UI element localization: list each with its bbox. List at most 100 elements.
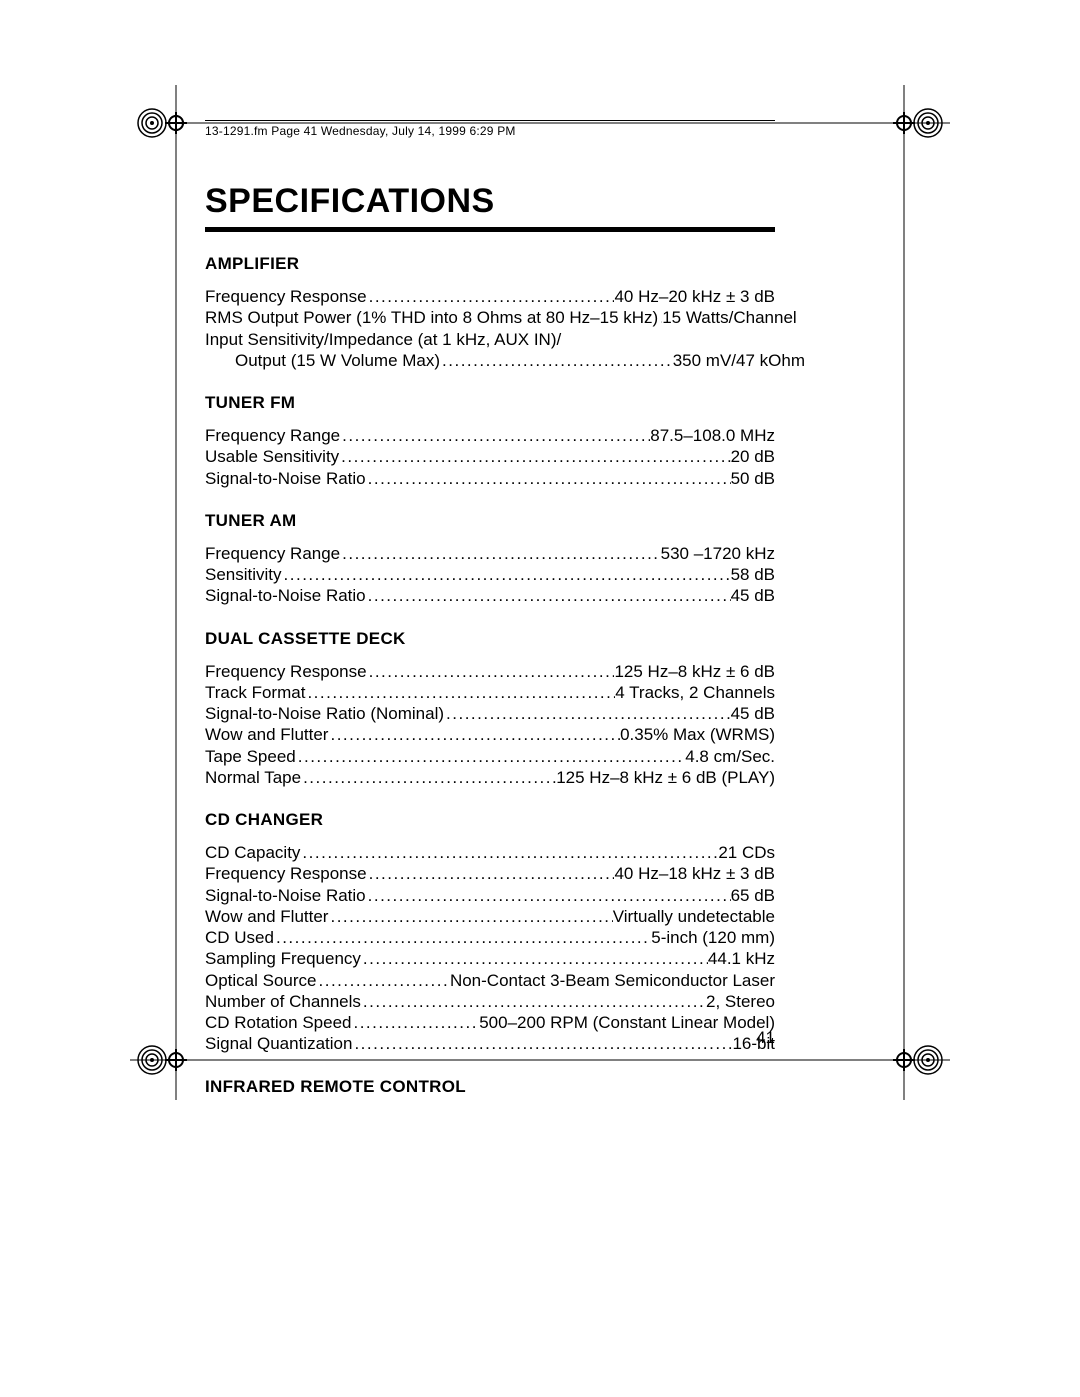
spec-line: CD Used 5-inch (120 mm)	[205, 927, 775, 948]
spec-label: Signal-to-Noise Ratio	[205, 885, 366, 906]
leader-dots	[366, 885, 731, 906]
spec-line: Sensitivity 58 dB	[205, 564, 775, 585]
leader-dots	[339, 446, 730, 467]
spec-label: Wow and Flutter	[205, 906, 328, 927]
spec-label: Sampling Frequency	[205, 948, 361, 969]
spec-label: Signal-to-Noise Ratio	[205, 468, 366, 489]
spec-block-cassette: Frequency Response 125 Hz–8 kHz ± 6 dB T…	[205, 661, 775, 789]
spec-label: Sensitivity	[205, 564, 282, 585]
spec-value: Virtually undetectable	[613, 906, 775, 927]
spec-value: 4.8 cm/Sec.	[685, 746, 775, 767]
spec-label: Track Format	[205, 682, 305, 703]
leader-dots	[301, 767, 556, 788]
spec-value: 125 Hz–8 kHz ± 6 dB (PLAY)	[556, 767, 775, 788]
spec-value: 45 dB	[731, 703, 775, 724]
leader-dots	[340, 425, 650, 446]
spec-block-tuner-am: Frequency Range 530 –1720 kHz Sensitivit…	[205, 543, 775, 607]
spec-label: CD Capacity	[205, 842, 300, 863]
spec-label: Number of Channels	[205, 991, 361, 1012]
spec-line: Signal-to-Noise Ratio 65 dB	[205, 885, 775, 906]
spec-line: Optical Source Non-Contact 3-Beam Semico…	[205, 970, 775, 991]
leader-dots	[351, 1012, 479, 1033]
spec-value: 5-inch (120 mm)	[651, 927, 775, 948]
spec-label: Input Sensitivity/Impedance (at 1 kHz, A…	[205, 329, 561, 350]
leader-dots	[367, 661, 615, 682]
leader-dots	[328, 724, 620, 745]
leader-dots	[367, 286, 615, 307]
leader-dots	[340, 543, 660, 564]
spec-label: Normal Tape	[205, 767, 301, 788]
leader-dots	[440, 350, 673, 371]
spec-line: Output (15 W Volume Max) 350 mV/47 kOhm	[205, 350, 805, 371]
page-number: 41	[756, 1028, 775, 1048]
page-title: SPECIFICATIONS	[205, 182, 775, 221]
section-heading-cd: CD CHANGER	[205, 810, 775, 830]
spec-label: Frequency Response	[205, 863, 367, 884]
spec-line: Frequency Response 40 Hz–20 kHz ± 3 dB	[205, 286, 775, 307]
spec-line: Input Sensitivity/Impedance (at 1 kHz, A…	[205, 329, 775, 350]
spec-line: Usable Sensitivity 20 dB	[205, 446, 775, 467]
spec-value: 44.1 kHz	[708, 948, 775, 969]
spec-label: CD Used	[205, 927, 274, 948]
leader-dots	[444, 703, 731, 724]
spec-value: 4 Tracks, 2 Channels	[615, 682, 775, 703]
spec-value: Non-Contact 3-Beam Semiconductor Laser	[450, 970, 775, 991]
leader-dots	[274, 927, 651, 948]
spec-label: Usable Sensitivity	[205, 446, 339, 467]
leader-dots	[367, 863, 615, 884]
spec-value: 65 dB	[731, 885, 775, 906]
leader-dots	[300, 842, 718, 863]
spec-value: 0.35% Max (WRMS)	[620, 724, 775, 745]
page: 13-1291.fm Page 41 Wednesday, July 14, 1…	[0, 0, 1080, 1397]
spec-line: Signal-to-Noise Ratio 45 dB	[205, 585, 775, 606]
spec-label: Frequency Range	[205, 425, 340, 446]
spec-label: RMS Output Power (1% THD into 8 Ohms at …	[205, 307, 658, 328]
content-area: 13-1291.fm Page 41 Wednesday, July 14, 1…	[205, 120, 775, 1109]
leader-dots	[366, 468, 731, 489]
section-heading-tuner-fm: TUNER FM	[205, 393, 775, 413]
spec-value: 125 Hz–8 kHz ± 6 dB	[614, 661, 775, 682]
leader-dots	[352, 1033, 732, 1054]
section-heading-tuner-am: TUNER AM	[205, 511, 775, 531]
leader-dots	[328, 906, 612, 927]
spec-label: Frequency Response	[205, 661, 367, 682]
spec-value: 87.5–108.0 MHz	[650, 425, 775, 446]
spec-value: 50 dB	[731, 468, 775, 489]
spec-line: Frequency Response 125 Hz–8 kHz ± 6 dB	[205, 661, 775, 682]
spec-line: Sampling Frequency 44.1 kHz	[205, 948, 775, 969]
spec-line: Wow and Flutter Virtually undetectable	[205, 906, 775, 927]
spec-line: Frequency Response 40 Hz–18 kHz ± 3 dB	[205, 863, 775, 884]
spec-value: 45 dB	[731, 585, 775, 606]
spec-line: CD Rotation Speed 500–200 RPM (Constant …	[205, 1012, 775, 1033]
spec-label: Wow and Flutter	[205, 724, 328, 745]
spec-value: 350 mV/47 kOhm	[673, 350, 805, 371]
spec-line: Tape Speed 4.8 cm/Sec.	[205, 746, 775, 767]
spec-line: Track Format 4 Tracks, 2 Channels	[205, 682, 775, 703]
spec-value: 2, Stereo	[706, 991, 775, 1012]
leader-dots	[296, 746, 685, 767]
spec-line: Number of Channels 2, Stereo	[205, 991, 775, 1012]
spec-label: Tape Speed	[205, 746, 296, 767]
section-heading-remote: INFRARED REMOTE CONTROL	[205, 1077, 775, 1097]
title-rule	[205, 227, 775, 232]
spec-block-cd: CD Capacity 21 CDs Frequency Response 40…	[205, 842, 775, 1055]
spec-label: CD Rotation Speed	[205, 1012, 351, 1033]
leader-dots	[317, 970, 450, 991]
spec-line: Signal-to-Noise Ratio (Nominal) 45 dB	[205, 703, 775, 724]
spec-value: 15 Watts/Channel	[662, 307, 797, 328]
spec-value: 21 CDs	[718, 842, 775, 863]
spec-label: Signal-to-Noise Ratio	[205, 585, 366, 606]
spec-value: 20 dB	[731, 446, 775, 467]
leader-dots	[305, 682, 615, 703]
leader-dots	[361, 991, 706, 1012]
spec-value: 500–200 RPM (Constant Linear Model)	[479, 1012, 775, 1033]
header-path-text: 13-1291.fm Page 41 Wednesday, July 14, 1…	[205, 120, 775, 142]
spec-label: Signal Quantization	[205, 1033, 352, 1054]
spec-line: CD Capacity 21 CDs	[205, 842, 775, 863]
leader-dots	[361, 948, 708, 969]
spec-line: RMS Output Power (1% THD into 8 Ohms at …	[205, 307, 775, 328]
spec-block-amplifier: Frequency Response 40 Hz–20 kHz ± 3 dB R…	[205, 286, 775, 371]
spec-value: 530 –1720 kHz	[661, 543, 775, 564]
spec-value: 40 Hz–18 kHz ± 3 dB	[614, 863, 775, 884]
spec-line: Normal Tape 125 Hz–8 kHz ± 6 dB (PLAY)	[205, 767, 775, 788]
